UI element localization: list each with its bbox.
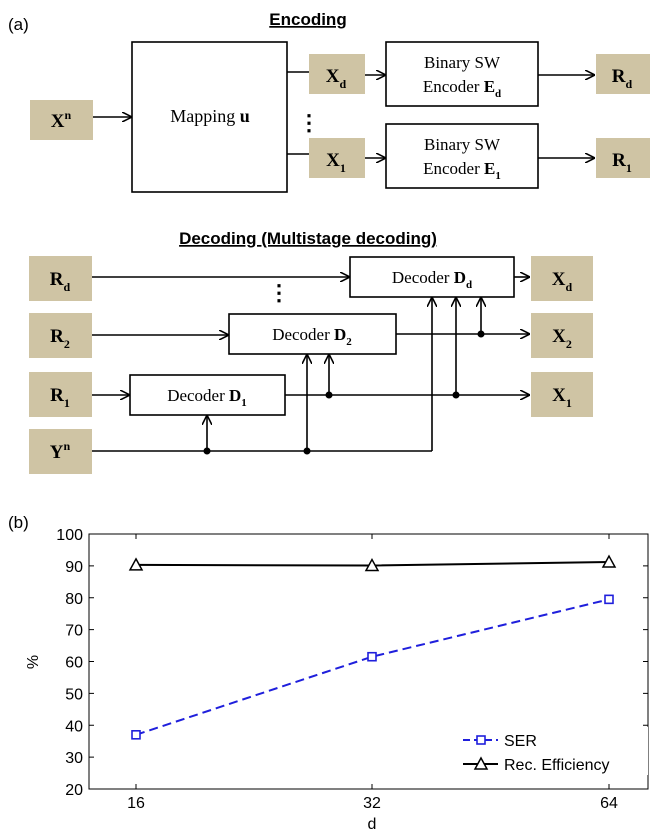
decoding-section: Rd R2 R1 Yn Decoder Dd Decoder D2 Decode… [29,256,593,474]
input-xn-label: Xn [51,108,72,132]
encoder-1-box [385,123,539,189]
y-tick-label: 80 [65,591,83,608]
legend-rec-label: Rec. Efficiency [504,757,610,774]
y-tick-label: 30 [65,750,83,767]
rd-label: Rd [612,66,633,91]
xd-label: Xd [326,66,347,91]
xd-box [309,54,365,94]
x-axis: 16 32 64 [127,534,618,812]
decoder-1-box [129,374,286,416]
rec-efficiency-point [128,557,144,571]
y-tick-label: 90 [65,559,83,576]
encoder-d-box [385,41,539,107]
junction-x1-1 [325,391,333,399]
out-x1-box [531,372,593,417]
vdots-encoding: ⋮ [298,110,320,135]
line-chart: 20 30 40 50 60 70 80 90 100 16 32 64 d % SER Rec. … [25,527,649,831]
vdots-decoding: ⋮ [268,280,290,305]
panel-b-label: (b) [8,513,29,532]
decoder-d-label: Decoder Dd [392,268,472,291]
y-tick-label: 100 [56,527,83,544]
encoder-1-line1: Binary SW [424,135,501,154]
junction-yn-1 [203,447,211,455]
y-tick-label: 20 [65,782,83,799]
y-tick-label: 40 [65,718,83,735]
dec-r1-label: R1 [50,385,70,410]
junction-x1-2 [452,391,460,399]
mapping-box [131,41,288,193]
y-axis-label: % [25,655,42,669]
series-layer [128,554,617,740]
mapping-label: Mapping u [170,106,250,126]
x-tick-label: 32 [363,795,381,812]
dec-rd-box [29,256,92,301]
dec-rd-label: Rd [50,269,71,294]
legend-ser-label: SER [504,733,537,750]
dec-r2-box [29,313,92,358]
x-axis-label: d [368,816,377,831]
out-xd-box [531,256,593,301]
decoding-title: Decoding (Multistage decoding) [179,229,437,248]
y-tick-label: 70 [65,623,83,640]
rec-efficiency-point [601,554,617,568]
out-x1-label: X1 [552,385,572,410]
x1-label: X1 [326,150,346,175]
x-tick-label: 16 [127,795,145,812]
x-tick-label: 64 [600,795,618,812]
panel-a-label: (a) [8,15,29,34]
legend-rec-marker [473,756,489,770]
encoder-d-line1: Binary SW [424,53,501,72]
ser-point [604,594,614,605]
input-xn-box [30,100,93,140]
legend-box [455,727,648,775]
junction-yn-2 [303,447,311,455]
ser-point [131,730,141,740]
out-xd-label: Xd [552,269,573,294]
ser-point [367,651,377,662]
dec-yn-box [29,429,92,474]
encoding-title: Encoding [269,10,346,29]
encoding-section: Xn Mapping u Xd ⋮ X1 Binary SW Encoder E… [30,41,650,193]
r1-box [596,138,650,178]
dec-r1-box [29,372,92,417]
out-x2-label: X2 [552,326,572,351]
encoder-1-line2: Encoder E1 [423,159,501,182]
rec-efficiency-point [364,557,380,572]
y-tick-label: 50 [65,686,83,703]
out-x2-box [531,313,593,358]
junction-x2 [477,330,485,338]
encoder-d-line2: Encoder Ed [423,77,501,100]
series-line-ser [135,598,610,736]
dec-r2-label: R2 [50,326,70,351]
decoder-2-label: Decoder D2 [272,325,352,348]
x1-box [309,138,365,178]
decoder-1-label: Decoder D1 [167,386,247,409]
dec-yn-label: Yn [50,439,71,463]
rd-box [596,54,650,94]
r1-label: R1 [612,150,632,175]
legend: SER Rec. Efficiency [455,727,648,775]
legend-ser-marker [476,735,486,745]
y-tick-label: 60 [65,655,83,672]
